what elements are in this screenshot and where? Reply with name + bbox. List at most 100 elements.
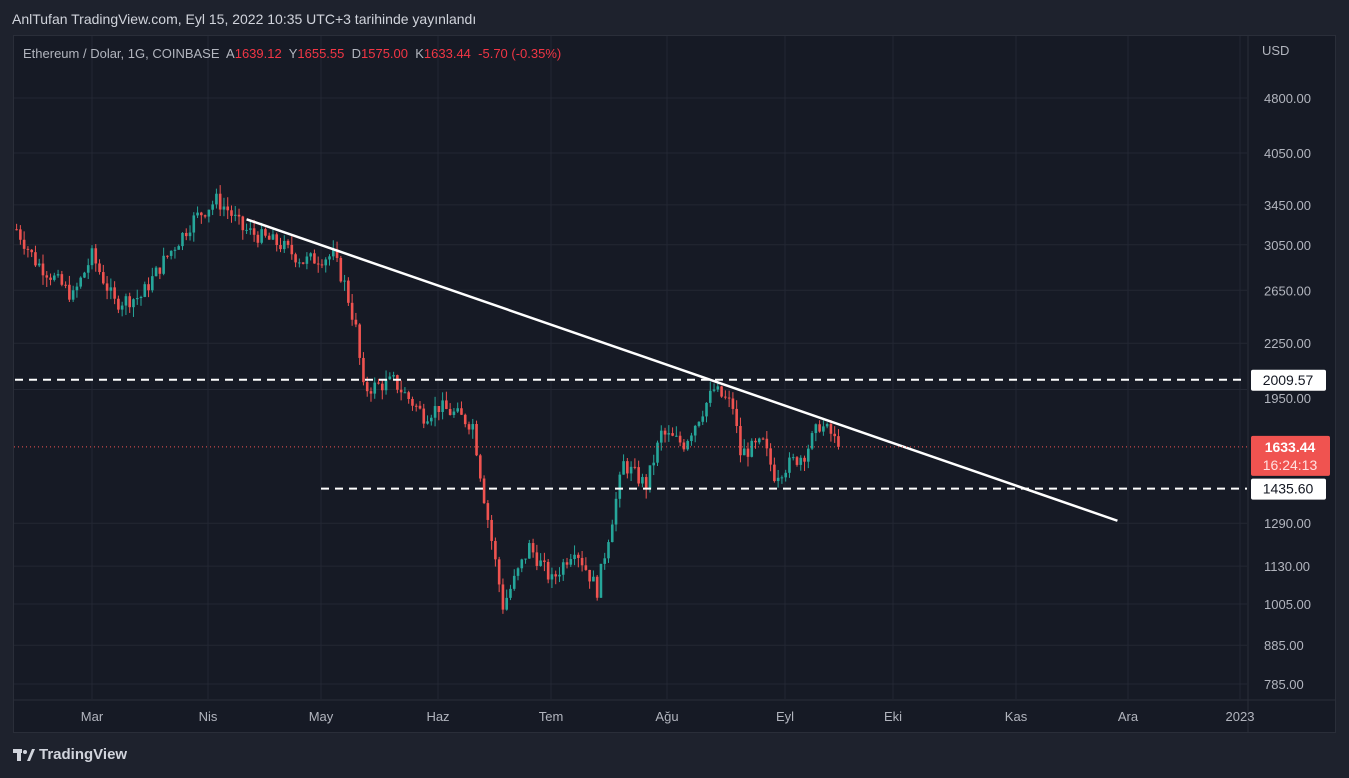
countdown-label: 16:24:13 (1263, 457, 1318, 473)
candle-body (328, 256, 331, 260)
candle-body (750, 440, 754, 457)
candle-body (629, 466, 633, 474)
candle-body (384, 379, 388, 391)
symbol-label[interactable]: Ethereum / Dolar, 1G, COINBASE (23, 46, 220, 61)
time-tick-label: Nis (199, 709, 218, 724)
candle-body (814, 424, 818, 434)
candle-body (822, 426, 825, 432)
candle-body (648, 465, 652, 490)
candle-body (761, 438, 765, 440)
candle-body (644, 477, 648, 490)
candle-body (354, 319, 358, 325)
candle-body (68, 284, 71, 300)
candle-body (396, 375, 399, 390)
candle-body (120, 305, 124, 310)
tradingview-logo[interactable]: TradingView (13, 746, 127, 763)
candle-body (501, 584, 505, 610)
time-tick-label: Haz (426, 709, 449, 724)
candle-body (426, 421, 429, 424)
candle-body (580, 557, 584, 566)
candle-body (757, 438, 761, 443)
candle-body (222, 206, 226, 210)
candle-body (505, 597, 508, 610)
candle-body (803, 457, 806, 462)
chart-panel[interactable] (13, 35, 1336, 733)
candle-body (113, 287, 116, 299)
candle-body (482, 478, 486, 504)
time-tick-label: Kas (1005, 709, 1028, 724)
candle-body (614, 498, 618, 525)
candle-body (716, 386, 720, 390)
candle-body (497, 559, 501, 585)
price-axis: 4800.00 4050.00 3450.00 3050.00 2650.00 2250.… (1264, 91, 1311, 692)
candle-body (290, 244, 294, 255)
time-tick-label: Ağu (655, 709, 678, 724)
candle-body (200, 212, 203, 216)
candle-body (260, 229, 263, 243)
open-value: 1639.12 (234, 46, 282, 61)
candle-body (98, 263, 101, 273)
candle-body (712, 389, 716, 391)
published-caption: AnlTufan TradingView.com, Eyl 15, 2022 1… (12, 11, 477, 27)
candle-body (705, 402, 708, 417)
grid-lines (14, 36, 1247, 699)
candle-body (109, 287, 113, 291)
candle-body (392, 375, 395, 377)
candle-body (678, 435, 682, 443)
candle-body (837, 436, 840, 447)
candle-body (132, 299, 135, 308)
last-price-label: 1633.44 (1265, 439, 1316, 455)
candle-body (799, 457, 803, 465)
candle-body (825, 424, 829, 427)
candle-body (34, 252, 37, 266)
candle-body (561, 562, 565, 575)
price-tick-label: 1130.00 (1264, 559, 1310, 574)
candle-body (641, 477, 644, 484)
candle-body (795, 457, 799, 465)
candle-body (667, 433, 671, 435)
candle-body (742, 448, 746, 456)
candle-body (117, 298, 120, 310)
candle-body (595, 576, 599, 598)
candle-body (618, 474, 622, 499)
candle-body (682, 442, 686, 450)
candle-body (309, 253, 312, 257)
candle-body (448, 408, 452, 415)
high-label: Y (288, 46, 298, 61)
candle-body (305, 256, 309, 264)
candle-body (331, 249, 335, 257)
candle-body (430, 417, 433, 422)
candle-body (124, 296, 128, 306)
candle-body (543, 560, 546, 562)
candle-body (350, 302, 354, 320)
candle-body (388, 376, 392, 380)
candle-body (71, 290, 75, 300)
candle-body (369, 391, 373, 394)
candle-body (592, 576, 595, 582)
candle-body (301, 262, 305, 264)
candle-body (241, 216, 245, 231)
candle-body (531, 543, 535, 553)
candle-body (637, 467, 640, 484)
candle-body (701, 416, 705, 422)
candle-body (94, 248, 98, 264)
candle-body (675, 435, 678, 437)
candle-body (754, 440, 757, 443)
candle-body (554, 574, 558, 577)
candle-body (365, 382, 369, 392)
candle-body (211, 204, 214, 210)
candle-body (298, 262, 301, 264)
candle-body (256, 234, 260, 243)
level-badge (1251, 478, 1326, 500)
candle-body (626, 461, 629, 474)
candle-body (735, 408, 738, 427)
candle-body (652, 462, 656, 466)
currency-label: USD (1262, 43, 1289, 58)
candle-body (188, 232, 192, 237)
candle-body (460, 408, 463, 415)
candle-body (686, 441, 689, 450)
candle-body (53, 275, 56, 280)
candle-body (441, 400, 444, 412)
candle-body (494, 540, 497, 560)
